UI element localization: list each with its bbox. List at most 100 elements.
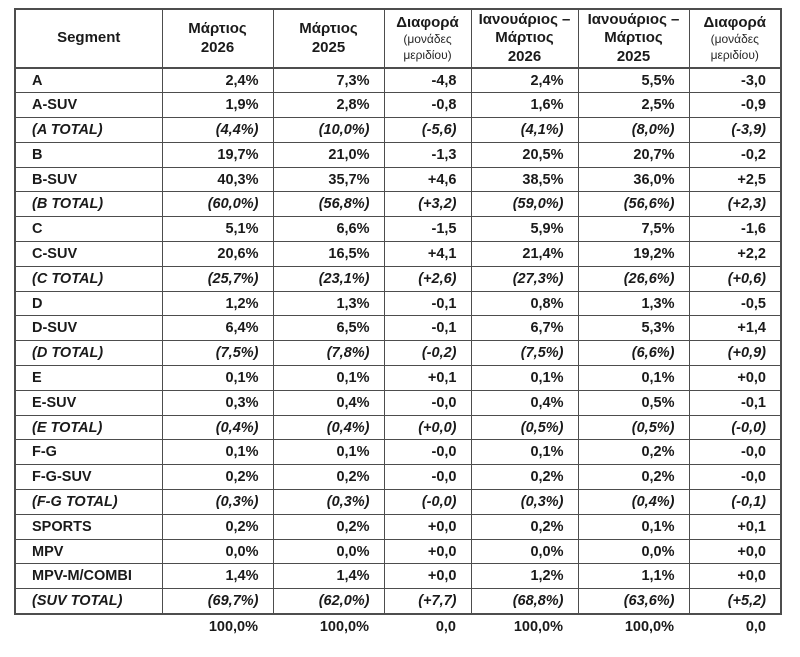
value-cell: 1,3% <box>577 290 690 317</box>
value-cell: (7,5%) <box>470 340 579 367</box>
value-cell: 1,9% <box>161 92 274 119</box>
segment-cell: F-G-SUV <box>14 464 163 491</box>
value-cell: (0,5%) <box>577 414 690 441</box>
value-cell: 20,5% <box>470 141 579 168</box>
table-row: SPORTS 0,2% 0,2% +0,0 0,2% 0,1% +0,1 <box>14 513 782 540</box>
table-row: E-SUV 0,3% 0,4% -0,0 0,4% 0,5% -0,1 <box>14 389 782 416</box>
column-header-label: Segment <box>57 29 121 47</box>
value-cell: 0,1% <box>577 513 690 540</box>
value-cell: 0,4% <box>272 389 385 416</box>
value-cell: +4,6 <box>383 166 472 193</box>
value-cell: (68,8%) <box>470 588 579 615</box>
segment-share-table: Segment Μάρτιος 2026 Μάρτιος 2025 Διαφορά (μ… <box>14 8 782 615</box>
column-header-label: Ιανουάριος – Μάρτιος 2025 <box>587 11 680 65</box>
table-row: F-G-SUV 0,2% 0,2% -0,0 0,2% 0,2% -0,0 <box>14 464 782 491</box>
value-cell: (-0,1) <box>688 489 782 515</box>
value-cell: (+0,0) <box>383 414 472 441</box>
value-cell: -0,1 <box>383 290 472 317</box>
table-row: F-G 0,1% 0,1% -0,0 0,1% 0,2% -0,0 <box>14 439 782 466</box>
grand-total-segment-cell <box>14 619 161 636</box>
value-cell: 0,2% <box>272 464 385 491</box>
value-cell: (-0,0) <box>383 489 472 515</box>
table-row-total: (F-G TOTAL) (0,3%) (0,3%) (-0,0) (0,3%) (0,4%… <box>14 489 782 515</box>
value-cell: 1,4% <box>272 563 385 590</box>
segment-share-table-container: Segment Μάρτιος 2026 Μάρτιος 2025 Διαφορά (μ… <box>14 8 782 636</box>
value-cell: 0,0% <box>161 538 274 565</box>
value-cell: (+3,2) <box>383 191 472 218</box>
value-cell: (62,0%) <box>272 588 385 615</box>
segment-cell: (E TOTAL) <box>14 414 163 441</box>
value-cell: +2,2 <box>688 241 782 267</box>
value-cell: (-0,2) <box>383 340 472 367</box>
value-cell: (59,0%) <box>470 191 579 218</box>
table-row: B 19,7% 21,0% -1,3 20,5% 20,7% -0,2 <box>14 141 782 168</box>
value-cell: 0,2% <box>470 464 579 491</box>
table-row: D 1,2% 1,3% -0,1 0,8% 1,3% -0,5 <box>14 290 782 317</box>
value-cell: -1,5 <box>383 216 472 243</box>
grand-total-value-cell: 100,0% <box>208 618 258 635</box>
value-cell: 35,7% <box>272 166 385 193</box>
value-cell: 0,4% <box>470 389 579 416</box>
value-cell: 0,2% <box>161 513 274 540</box>
column-header-1: Μάρτιος 2026 <box>161 8 274 69</box>
value-cell: +0,0 <box>383 538 472 565</box>
value-cell: 2,4% <box>470 67 579 94</box>
table-row: E 0,1% 0,1% +0,1 0,1% 0,1% +0,0 <box>14 365 782 391</box>
segment-cell: A-SUV <box>14 92 163 119</box>
value-cell: -0,2 <box>688 141 782 168</box>
value-cell: +1,4 <box>688 315 782 342</box>
segment-cell: (SUV TOTAL) <box>14 588 163 615</box>
value-cell: (56,8%) <box>272 191 385 218</box>
segment-cell: MPV-M/COMBI <box>14 563 163 590</box>
value-cell: 0,1% <box>577 365 690 391</box>
segment-cell: B-SUV <box>14 166 163 193</box>
value-cell: 6,4% <box>161 315 274 342</box>
value-cell: 21,0% <box>272 141 385 168</box>
value-cell: (+7,7) <box>383 588 472 615</box>
value-cell: (60,0%) <box>161 191 274 218</box>
value-cell: (+2,3) <box>688 191 782 218</box>
value-cell: (4,1%) <box>470 117 579 143</box>
value-cell: 0,0% <box>470 538 579 565</box>
value-cell: -0,8 <box>383 92 472 119</box>
value-cell: +0,1 <box>688 513 782 540</box>
value-cell: (7,8%) <box>272 340 385 367</box>
segment-cell: SPORTS <box>14 513 163 540</box>
value-cell: 16,5% <box>272 241 385 267</box>
column-header-6: Διαφορά (μονάδες μεριδίου) <box>688 8 782 69</box>
value-cell: 0,2% <box>577 464 690 491</box>
table-row-total: (E TOTAL) (0,4%) (0,4%) (+0,0) (0,5%) (0,5%)(… <box>14 414 782 441</box>
segment-cell: E <box>14 365 163 391</box>
value-cell: 5,3% <box>577 315 690 342</box>
value-cell: +2,5 <box>688 166 782 193</box>
column-header-label: Μάρτιος 2025 <box>299 20 358 56</box>
value-cell: (0,3%) <box>161 489 274 515</box>
value-cell: 5,1% <box>161 216 274 243</box>
value-cell: -0,0 <box>688 464 782 491</box>
value-cell: (0,4%) <box>161 414 274 441</box>
value-cell: -0,0 <box>383 439 472 466</box>
segment-cell: D-SUV <box>14 315 163 342</box>
value-cell: 20,6% <box>161 241 274 267</box>
grand-total-value-cell: 100,0% <box>319 618 369 635</box>
value-cell: 0,1% <box>272 439 385 466</box>
value-cell: (69,7%) <box>161 588 274 615</box>
grand-total-row: 100,0% 100,0% 0,0 100,0% 100,0% 0,0 <box>14 619 780 636</box>
grand-total-value-cell: 100,0% <box>513 618 563 635</box>
column-header-3: Διαφορά (μονάδες μεριδίου) <box>383 8 472 69</box>
value-cell: 0,1% <box>470 439 579 466</box>
value-cell: 0,0% <box>577 538 690 565</box>
value-cell: 0,1% <box>161 365 274 391</box>
value-cell: 20,7% <box>577 141 690 168</box>
value-cell: 1,4% <box>161 563 274 590</box>
value-cell: (-0,0) <box>688 414 782 441</box>
value-cell: 0,0% <box>272 538 385 565</box>
value-cell: -0,0 <box>688 439 782 466</box>
table-row: C-SUV 20,6% 16,5% +4,1 21,4% 19,2% +2,2 <box>14 241 782 267</box>
segment-cell: D <box>14 290 163 317</box>
column-header-label: Ιανουάριος – Μάρτιος 2026 <box>478 11 571 65</box>
column-header-sublabel: (μονάδες μεριδίου) <box>403 32 452 62</box>
value-cell: (56,6%) <box>577 191 690 218</box>
value-cell: 2,4% <box>161 67 274 94</box>
table-body: A 2,4% 7,3% -4,8 2,4% 5,5% -3,0 A-SUV 1,9% 2,8% -0… <box>14 67 782 615</box>
